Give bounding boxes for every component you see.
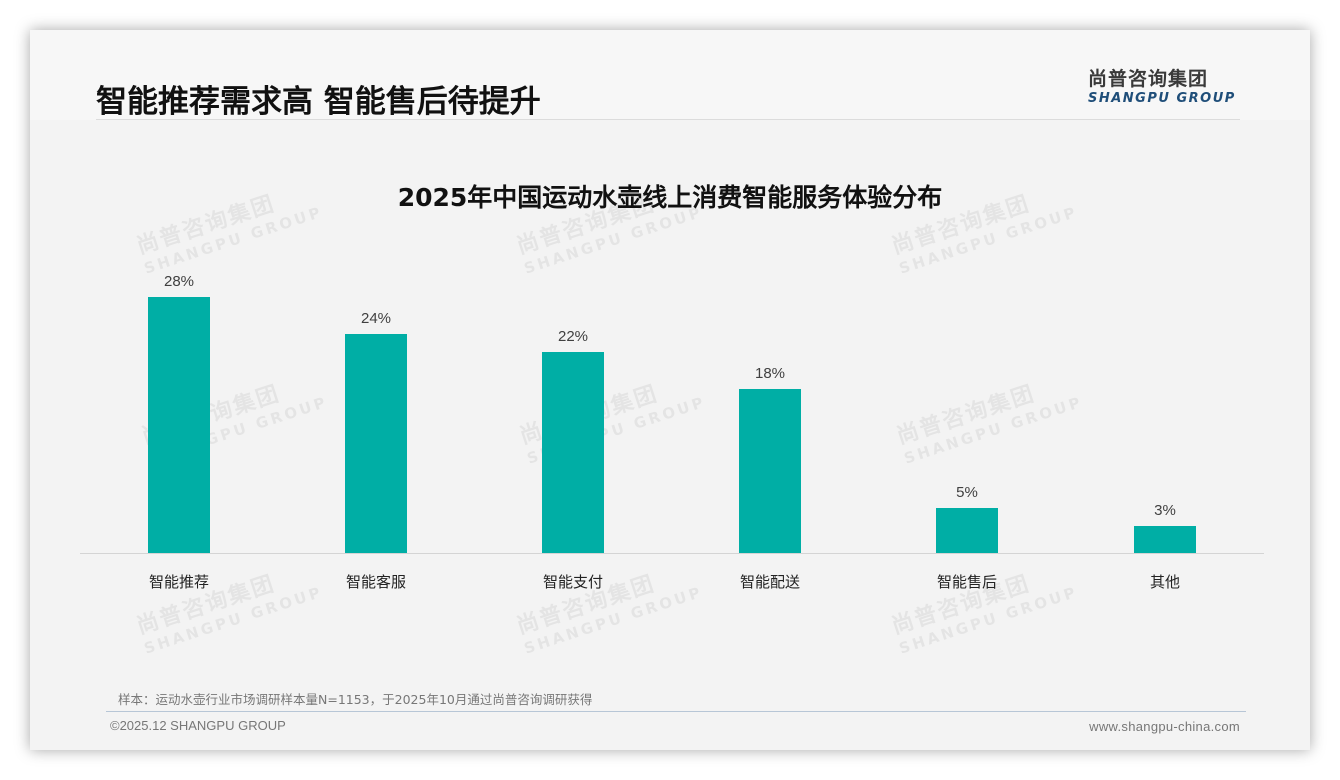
bar-2: [542, 352, 604, 554]
bar-0: [148, 297, 210, 554]
page-title: 智能推荐需求高 智能售后待提升: [96, 84, 541, 120]
slide: 智能推荐需求高 智能售后待提升 尚普咨询集团 SHANGPU GROUP 尚普咨…: [30, 30, 1310, 750]
category-label: 智能支付: [542, 573, 603, 591]
bar-chart-plot: 28% 24% 22% 18% 5% 3%: [80, 240, 1264, 554]
logo-cn-text: 尚普咨询集团: [1088, 68, 1209, 90]
category-label: 智能推荐: [148, 573, 209, 591]
bar-value-label: 22%: [557, 328, 589, 346]
bar-value-label: 28%: [163, 273, 195, 290]
bar-value-label: 24%: [360, 309, 392, 327]
bar-value-label: 18%: [754, 364, 786, 382]
bar-1: [345, 333, 407, 554]
chart-title: 2025年中国运动水壶线上消费智能服务体验分布: [397, 183, 943, 212]
x-axis-line: [80, 553, 1264, 554]
bar-5: [1134, 526, 1196, 554]
source-note: 样本：运动水壶行业市场调研样本量N=1153，于2025年10月通过尚普咨询调研…: [118, 692, 593, 707]
footer-divider: [106, 711, 1246, 712]
bar-value-label: 5%: [956, 484, 978, 502]
copyright-text: ©2025.12 SHANGPU GROUP: [110, 718, 286, 733]
company-logo: 尚普咨询集团 SHANGPU GROUP: [1088, 64, 1248, 106]
category-label: 智能客服: [345, 573, 406, 591]
bar-value-label: 3%: [1154, 502, 1176, 520]
category-label: 智能售后: [936, 573, 997, 591]
logo-en-text: SHANGPU GROUP: [1088, 91, 1236, 106]
header-band: [30, 30, 1310, 120]
title-divider: [96, 119, 1240, 120]
category-label: 其他: [1149, 573, 1180, 591]
category-label: 智能配送: [739, 573, 800, 591]
bar-3: [739, 388, 801, 554]
website-link[interactable]: www.shangpu-china.com: [1089, 719, 1240, 734]
bar-4: [936, 508, 998, 554]
